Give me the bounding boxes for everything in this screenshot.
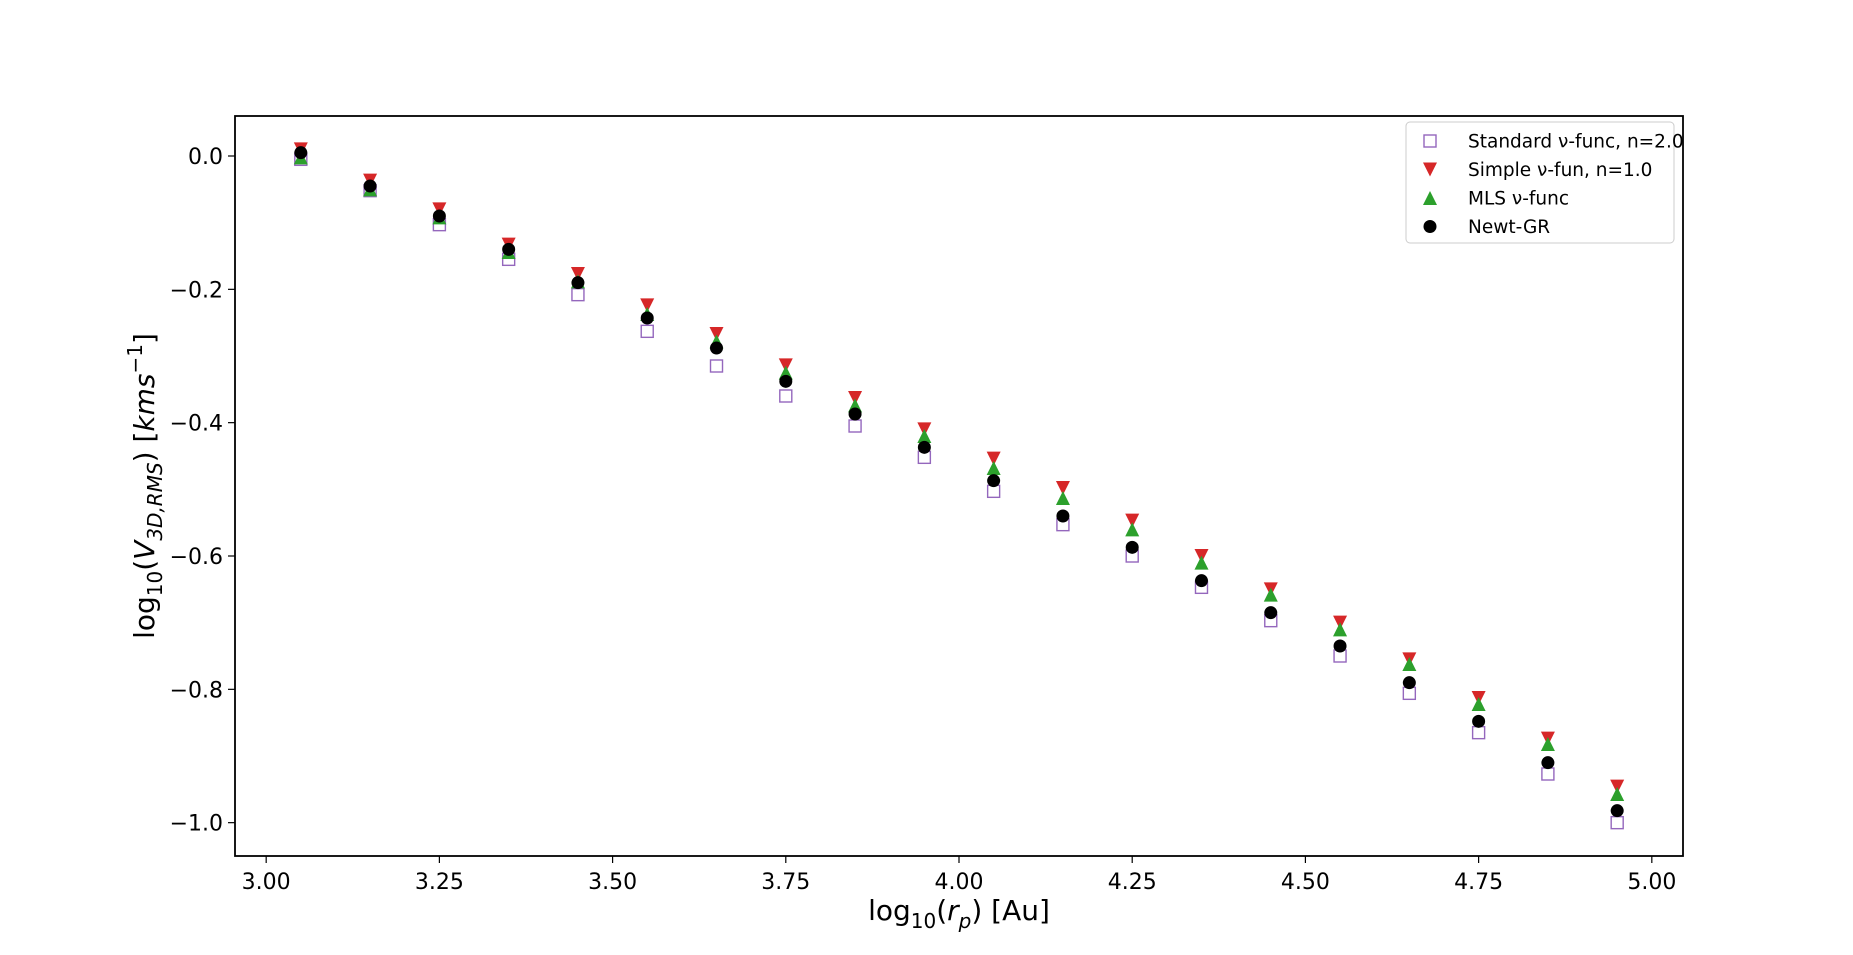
legend-marker <box>1423 162 1437 177</box>
legend-entry: Newt-GR <box>1423 217 1550 238</box>
data-point <box>986 451 1001 466</box>
legend-marker <box>1423 191 1437 205</box>
y-tick-label: −0.2 <box>170 278 223 303</box>
y-tick-label: −1.0 <box>170 812 223 837</box>
data-point <box>1055 491 1070 505</box>
data-point <box>709 327 724 341</box>
legend-marker <box>1423 220 1437 233</box>
data-point <box>1610 804 1624 818</box>
series-4 <box>294 146 1624 818</box>
data-point <box>986 461 1001 475</box>
data-point <box>640 298 655 313</box>
x-tick-label: 5.00 <box>1627 870 1676 895</box>
y-tick-label: 0.0 <box>188 145 223 170</box>
data-point <box>1541 756 1555 770</box>
plot-marks <box>293 142 1625 830</box>
x-axis-ticks: 3.00 3.25 3.50 3.75 4.00 4.25 4.50 4.75 5.00 <box>242 856 1676 895</box>
data-point <box>1610 787 1625 801</box>
data-point <box>778 358 793 373</box>
data-point <box>363 179 377 193</box>
data-point <box>987 474 1001 488</box>
legend-label: Standard ν-func, n=2.0 <box>1468 132 1684 153</box>
data-point <box>1055 481 1070 495</box>
data-point <box>570 267 585 281</box>
data-point <box>502 242 516 256</box>
legend: Standard ν-func, n=2.0 Simple ν-fun, n=1.… <box>1405 121 1684 244</box>
legend-marker <box>1423 134 1437 148</box>
legend-label: Newt-GR <box>1468 217 1550 238</box>
data-point <box>1194 555 1209 570</box>
x-tick-label: 3.00 <box>242 870 291 895</box>
data-point <box>848 407 862 421</box>
x-tick-label: 3.50 <box>588 870 637 895</box>
data-point <box>1471 697 1486 711</box>
data-point <box>779 374 793 388</box>
legend-entries: Standard ν-func, n=2.0 Simple ν-fun, n=1.… <box>1423 132 1684 238</box>
data-point <box>1610 779 1625 794</box>
legend-label: Simple ν-fun, n=1.0 <box>1468 160 1652 181</box>
x-tick-label: 4.00 <box>935 870 984 895</box>
data-point <box>1125 522 1140 537</box>
data-point <box>1194 574 1208 588</box>
data-point <box>432 202 447 217</box>
x-tick-label: 4.25 <box>1108 870 1157 895</box>
y-tick-label: −0.6 <box>170 545 223 570</box>
y-tick-label: −0.4 <box>170 412 223 437</box>
data-point <box>1125 513 1140 528</box>
y-tick-label: −0.8 <box>170 678 223 703</box>
legend-box <box>1405 121 1675 244</box>
data-point <box>1125 540 1139 554</box>
data-point <box>294 146 308 160</box>
data-point <box>571 276 585 290</box>
data-point <box>917 429 932 443</box>
data-point <box>917 440 931 454</box>
data-point <box>1402 676 1416 690</box>
data-point <box>709 359 724 373</box>
data-point <box>1540 737 1555 751</box>
data-point <box>1333 639 1347 653</box>
legend-entry: Simple ν-fun, n=1.0 <box>1423 160 1652 181</box>
x-axis-label: log10(rp) [Au] <box>868 894 1050 933</box>
x-tick-label: 3.75 <box>761 870 810 895</box>
data-point <box>1333 622 1348 637</box>
legend-label: MLS ν-func <box>1468 189 1569 210</box>
y-axis-ticks: 0.0 −0.2 −0.4 −0.6 −0.8 −1.0 <box>170 145 235 837</box>
legend-entry: MLS ν-func <box>1423 189 1569 210</box>
data-point <box>640 324 654 339</box>
data-point <box>1264 606 1278 620</box>
y-axis-label: log10(V3D,RMS) [kms−1] <box>123 333 167 639</box>
x-tick-label: 4.50 <box>1281 870 1330 895</box>
data-point <box>1402 657 1417 671</box>
data-point <box>432 209 446 223</box>
legend-entry: Standard ν-func, n=2.0 <box>1423 132 1684 153</box>
x-tick-label: 3.25 <box>415 870 464 895</box>
data-point <box>710 341 724 355</box>
data-point <box>640 311 654 325</box>
data-point <box>1056 509 1070 523</box>
data-point <box>779 389 793 403</box>
data-point <box>1263 587 1278 602</box>
data-point <box>1472 714 1486 728</box>
data-point <box>848 391 863 405</box>
x-tick-label: 4.75 <box>1454 870 1503 895</box>
